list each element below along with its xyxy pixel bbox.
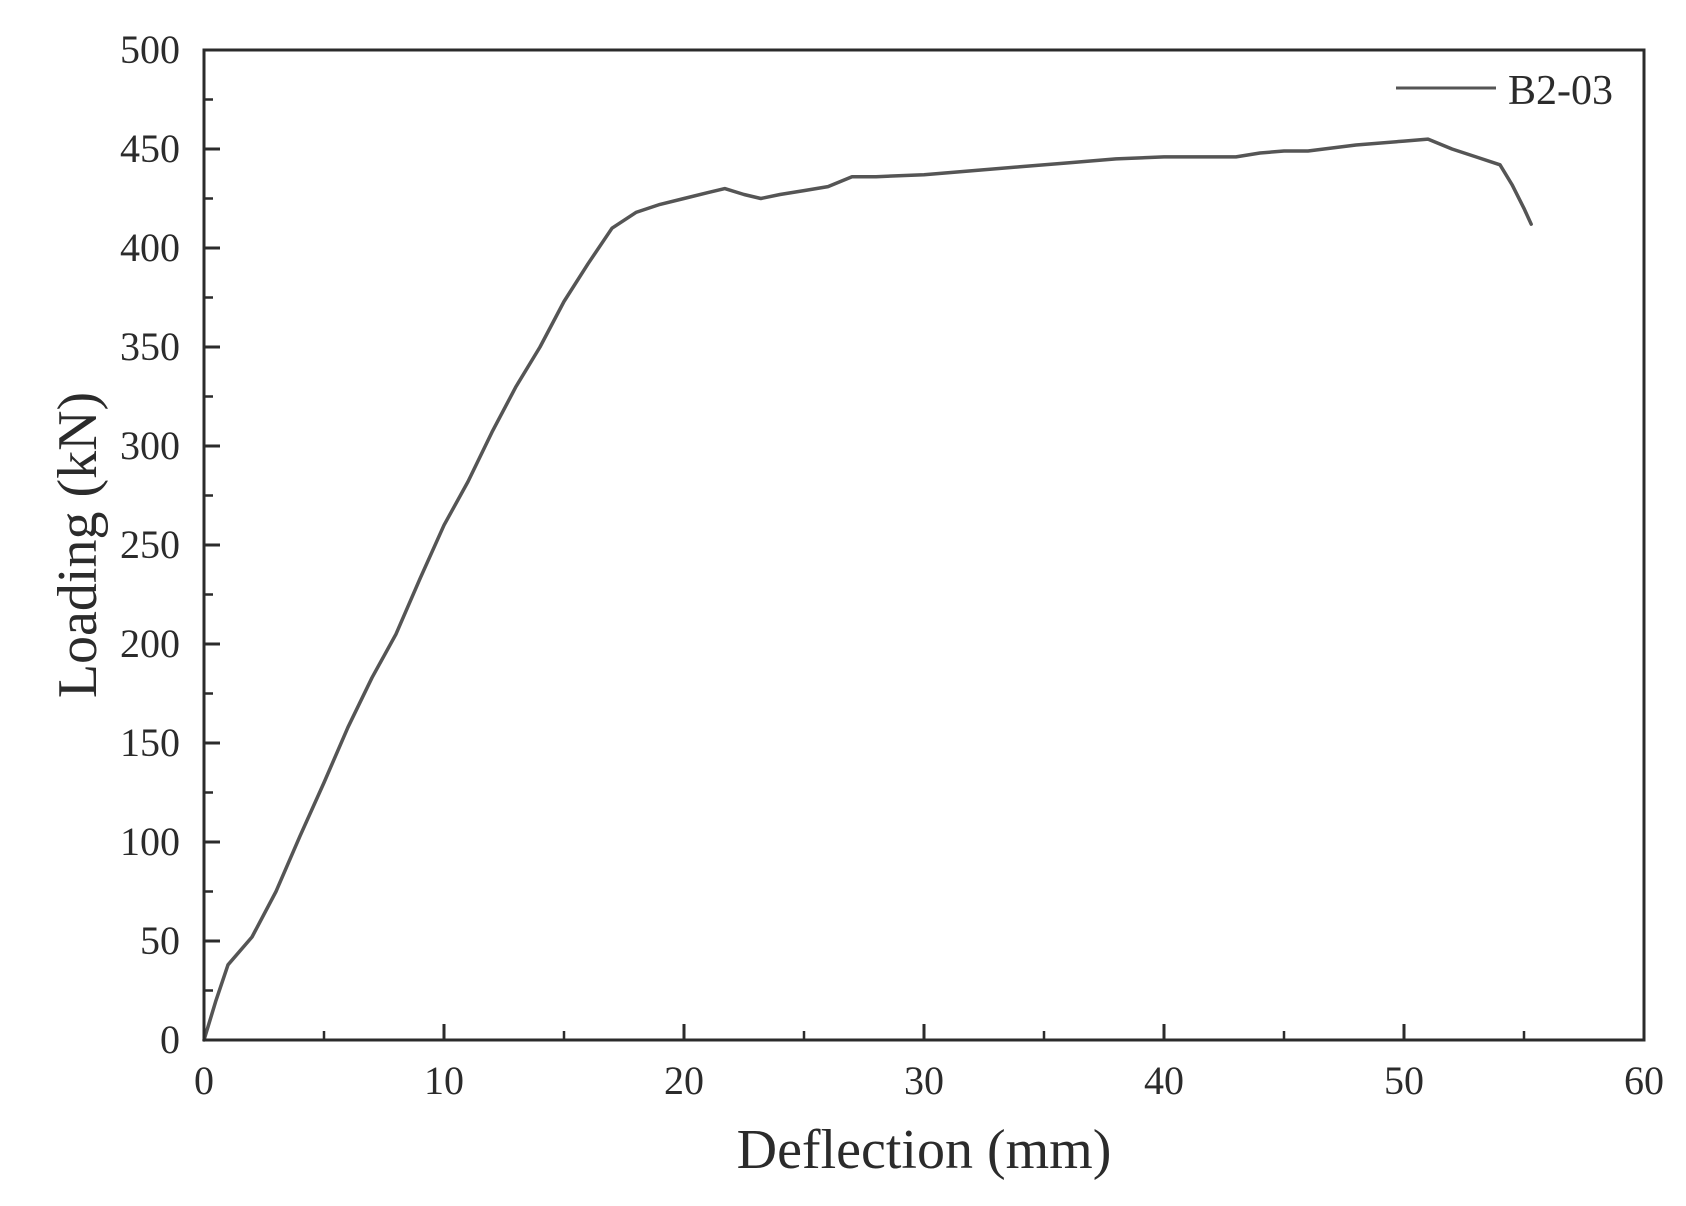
legend: B2-03 [1396,68,1613,114]
y-tick-label: 450 [120,126,180,171]
x-tick-label: 50 [1384,1058,1424,1103]
legend-label-b2-03: B2-03 [1508,68,1613,114]
plot-area-frame [202,48,1646,1042]
y-tick-label: 100 [120,819,180,864]
x-axis-title: Deflection (mm) [737,1119,1112,1181]
y-tick-label: 500 [120,27,180,72]
x-tick-label: 30 [904,1058,944,1103]
y-tick-label: 300 [120,423,180,468]
x-tick-label: 20 [664,1058,704,1103]
x-tick-label: 0 [194,1058,214,1103]
y-axis-title: Loading (kN) [47,392,109,698]
x-axis-ticks: 0 10 20 30 40 50 60 [194,1024,1664,1103]
x-tick-label: 10 [424,1058,464,1103]
y-tick-label: 400 [120,225,180,270]
y-tick-label: 150 [120,720,180,765]
y-tick-label: 350 [120,324,180,369]
y-axis-ticks: 0 50 100 150 200 250 300 350 400 450 500 [120,27,220,1062]
series-line-b2-03 [202,137,1533,1042]
x-tick-label: 60 [1624,1058,1664,1103]
x-tick-label: 40 [1144,1058,1184,1103]
y-tick-label: 200 [120,621,180,666]
y-tick-label: 0 [160,1017,180,1062]
series-layer [202,137,1533,1042]
y-tick-label: 50 [140,918,180,963]
y-tick-label: 250 [120,522,180,567]
